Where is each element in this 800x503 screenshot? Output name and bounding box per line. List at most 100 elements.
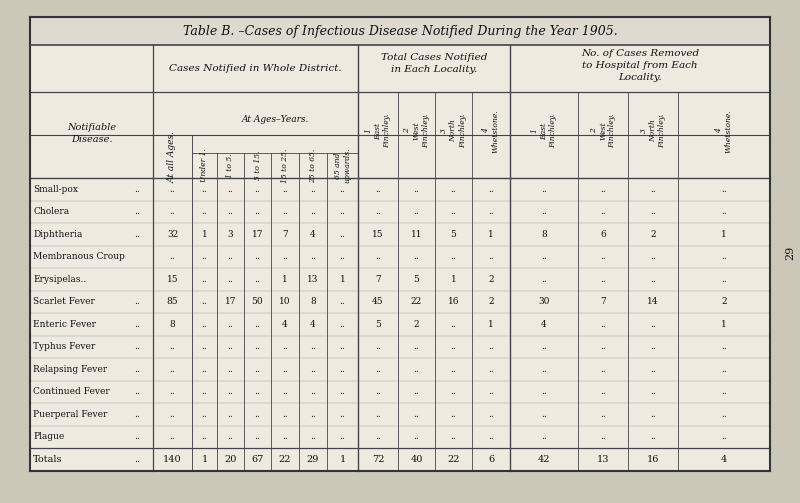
Text: ..: ..	[450, 342, 456, 351]
Text: ..: ..	[134, 410, 140, 419]
Text: ..: ..	[541, 275, 547, 284]
Text: 2: 2	[488, 297, 494, 306]
Text: ..: ..	[721, 410, 727, 419]
Text: ..: ..	[254, 387, 260, 396]
Text: 140: 140	[163, 455, 182, 464]
Text: 29: 29	[785, 246, 795, 260]
Text: to Hospital from Each: to Hospital from Each	[582, 60, 698, 69]
Text: ..: ..	[600, 410, 606, 419]
Text: 22: 22	[411, 297, 422, 306]
Text: 29: 29	[307, 455, 319, 464]
Text: ..: ..	[202, 207, 207, 216]
Text: ..: ..	[202, 387, 207, 396]
Text: ..: ..	[254, 185, 260, 194]
Text: Cases Notified in Whole District.: Cases Notified in Whole District.	[169, 64, 342, 73]
Text: ..: ..	[310, 342, 316, 351]
Text: 42: 42	[538, 455, 550, 464]
Text: ..: ..	[202, 410, 207, 419]
Text: ..: ..	[375, 365, 381, 374]
Text: ..: ..	[134, 432, 140, 441]
Text: ..: ..	[310, 410, 316, 419]
Text: ..: ..	[254, 365, 260, 374]
Text: 1: 1	[202, 230, 207, 239]
Text: in Each Locality.: in Each Locality.	[391, 64, 477, 73]
Text: 2: 2	[721, 297, 727, 306]
Text: ..: ..	[228, 275, 234, 284]
Text: ..: ..	[541, 410, 547, 419]
Text: ..: ..	[340, 297, 346, 306]
Text: 4
Whetstone.: 4 Whetstone.	[482, 109, 499, 153]
Text: 5: 5	[414, 275, 419, 284]
Text: 8: 8	[310, 297, 316, 306]
Text: 1: 1	[340, 275, 346, 284]
Text: 16: 16	[448, 297, 459, 306]
Text: Cholera: Cholera	[33, 207, 69, 216]
Text: ..: ..	[134, 387, 140, 396]
Text: ..: ..	[340, 410, 346, 419]
Text: ..: ..	[202, 365, 207, 374]
Text: ..: ..	[414, 207, 419, 216]
Text: ..: ..	[650, 342, 656, 351]
Text: ..: ..	[310, 387, 316, 396]
Text: 22: 22	[278, 455, 291, 464]
Text: ..: ..	[600, 252, 606, 261]
Text: 20: 20	[224, 455, 237, 464]
Text: ..: ..	[375, 432, 381, 441]
Text: 4: 4	[721, 455, 727, 464]
Text: ..: ..	[450, 185, 456, 194]
Text: ..: ..	[134, 207, 140, 216]
Text: 2
West
Finchley.: 2 West Finchley.	[403, 114, 430, 148]
Text: 4
Whetstone.: 4 Whetstone.	[715, 109, 733, 153]
Text: Enteric Fever: Enteric Fever	[33, 320, 96, 329]
Text: ..: ..	[134, 342, 140, 351]
Text: ..: ..	[450, 252, 456, 261]
Text: ..: ..	[600, 207, 606, 216]
Text: ..: ..	[254, 320, 260, 329]
Text: ..: ..	[488, 185, 494, 194]
Text: 32: 32	[167, 230, 178, 239]
Text: ..: ..	[282, 387, 288, 396]
Text: ..: ..	[202, 432, 207, 441]
Text: ..: ..	[170, 432, 175, 441]
Text: 4: 4	[310, 230, 316, 239]
Text: ..: ..	[340, 342, 346, 351]
Text: ..: ..	[488, 432, 494, 441]
Text: Membranous Croup: Membranous Croup	[33, 252, 125, 261]
Text: ..: ..	[414, 365, 419, 374]
Text: No. of Cases Removed: No. of Cases Removed	[581, 48, 699, 57]
Text: 8: 8	[541, 230, 547, 239]
Text: ..: ..	[228, 432, 234, 441]
Text: ..: ..	[170, 207, 175, 216]
Text: 5: 5	[375, 320, 381, 329]
Text: ..: ..	[488, 252, 494, 261]
Text: ..: ..	[228, 320, 234, 329]
Text: 2: 2	[650, 230, 656, 239]
Text: ..: ..	[721, 432, 727, 441]
Text: 45: 45	[372, 297, 384, 306]
Text: ..: ..	[254, 342, 260, 351]
Text: At all Ages.: At all Ages.	[168, 130, 177, 183]
Text: 7: 7	[600, 297, 606, 306]
Text: ..: ..	[375, 342, 381, 351]
Text: ..: ..	[488, 207, 494, 216]
Text: 1: 1	[721, 230, 727, 239]
Text: ..: ..	[340, 432, 346, 441]
Text: Table B. –Cases of Infectious Disease Notified During the Year 1905.: Table B. –Cases of Infectious Disease No…	[182, 25, 618, 38]
Text: ..: ..	[202, 320, 207, 329]
Text: ..: ..	[600, 320, 606, 329]
Text: ..: ..	[541, 387, 547, 396]
Text: ..: ..	[414, 342, 419, 351]
Text: ..: ..	[650, 387, 656, 396]
Text: ..: ..	[650, 365, 656, 374]
Text: ..: ..	[450, 387, 456, 396]
Text: ..: ..	[721, 252, 727, 261]
Text: ..: ..	[488, 387, 494, 396]
Text: 2: 2	[414, 320, 419, 329]
Text: ..: ..	[228, 252, 234, 261]
Text: 1
East
Finchley.: 1 East Finchley.	[365, 114, 391, 148]
Text: Under 1.: Under 1.	[201, 148, 209, 183]
Text: 1: 1	[282, 275, 288, 284]
Text: ..: ..	[202, 275, 207, 284]
Text: Total Cases Notified: Total Cases Notified	[381, 52, 487, 61]
Text: ..: ..	[340, 252, 346, 261]
